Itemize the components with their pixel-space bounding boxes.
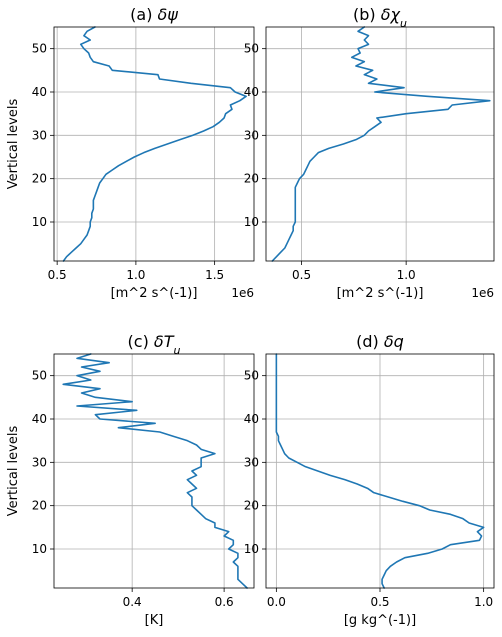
y-axis-label: Vertical levels [6,99,21,190]
x-tick-label: 0.6 [215,595,234,609]
plot-frame [265,26,495,262]
y-tick-label: 10 [244,215,259,229]
x-tick-label: 0.5 [370,595,389,609]
y-tick-label: 20 [32,499,47,513]
x-tick-label: 0.4 [123,595,142,609]
subplot-title: (d) δq [356,332,404,351]
y-tick-label: 30 [244,455,259,469]
y-tick-label: 30 [32,128,47,142]
series-line [62,353,248,589]
y-tick-label: 10 [32,542,47,556]
x-tick-label: 1.0 [474,595,493,609]
y-tick-label: 20 [244,499,259,513]
subplot-d: 0.0 0.5 1.0 10 20 30 40 50 (d) δq [g kg^(-1)] [244,332,495,628]
y-tick-label: 30 [32,455,47,469]
y-tick-label: 20 [32,172,47,186]
x-offset-text: 1e6 [231,286,254,300]
y-tick-label: 40 [32,412,47,426]
subplot-b: 0.5 1.0 10 20 30 40 50 (b) δχu [m^2 s^(-1)] 1e6 [244,5,495,301]
x-axis-label: [K] [145,613,164,628]
y-tick-label: 50 [32,42,47,56]
subplot-title: (b) δχu [353,5,407,30]
subplot-title: (c) δTu [128,332,181,357]
x-axis-label: [m^2 s^(-1)] [337,286,424,301]
x-tick-label: 0.0 [267,595,286,609]
series-line [62,26,247,262]
subplot-title: (a) δψ [130,5,178,24]
x-tick-label: 1.0 [126,268,145,282]
x-tick-label: 1.0 [397,268,416,282]
x-tick-label: 0.5 [292,268,311,282]
y-tick-label: 50 [32,369,47,383]
y-tick-label: 40 [244,412,259,426]
y-tick-label: 10 [32,215,47,229]
y-tick-label: 40 [244,85,259,99]
plot-frame [53,353,255,589]
y-axis-label: Vertical levels [6,426,21,517]
y-tick-label: 40 [32,85,47,99]
plot-frame [53,26,255,262]
x-tick-label: 0.5 [48,268,67,282]
x-axis-label: [g kg^(-1)] [344,613,416,628]
x-axis-label: [m^2 s^(-1)] [111,286,198,301]
y-tick-label: 50 [244,42,259,56]
subplot-a: 0.5 1.0 1.5 10 20 30 40 50 (a) δψ [m^2 s^(-1)] Ver… [6,5,255,301]
series-line [275,353,485,589]
x-offset-text: 1e6 [471,286,494,300]
y-tick-label: 50 [244,369,259,383]
subplot-c: 0.4 0.6 10 20 30 40 50 (c) δTu [K] Vertical level… [6,332,255,628]
y-tick-label: 10 [244,542,259,556]
x-tick-label: 1.5 [205,268,224,282]
series-line [271,26,491,262]
y-tick-label: 20 [244,172,259,186]
y-tick-label: 30 [244,128,259,142]
